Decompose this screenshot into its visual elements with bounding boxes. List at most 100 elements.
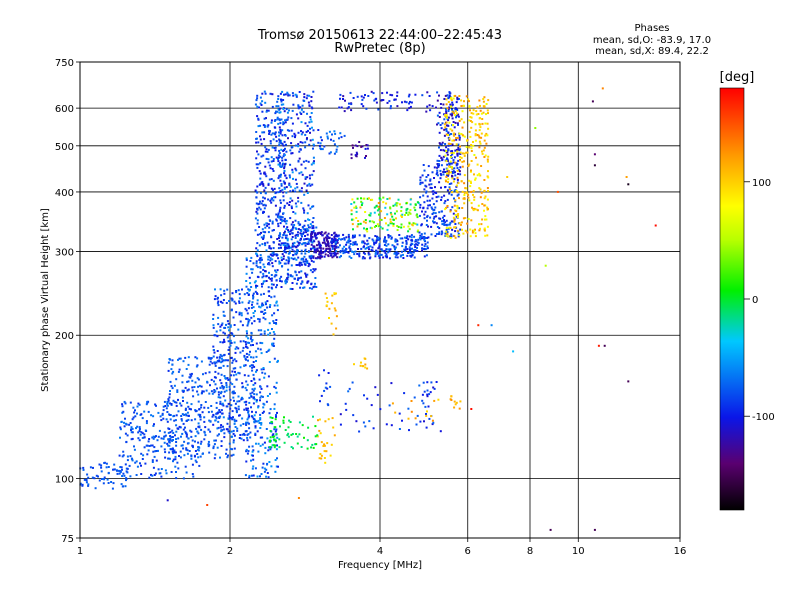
data-point bbox=[319, 418, 321, 421]
data-point bbox=[285, 143, 287, 146]
data-point bbox=[299, 223, 302, 226]
data-point bbox=[260, 142, 263, 145]
data-point bbox=[280, 118, 283, 121]
data-point bbox=[200, 360, 203, 363]
data-point bbox=[407, 230, 410, 233]
data-point bbox=[197, 422, 200, 425]
data-point bbox=[259, 162, 262, 165]
data-point bbox=[418, 231, 421, 234]
data-point bbox=[154, 403, 157, 406]
data-point bbox=[395, 210, 398, 213]
data-point bbox=[157, 435, 160, 438]
data-point bbox=[286, 247, 289, 250]
data-point bbox=[340, 238, 342, 241]
data-point bbox=[367, 246, 370, 249]
data-point bbox=[339, 250, 342, 252]
data-point bbox=[446, 189, 449, 192]
data-point bbox=[267, 375, 270, 378]
data-point bbox=[421, 249, 423, 252]
data-point bbox=[458, 170, 461, 173]
data-point bbox=[262, 230, 265, 233]
data-point bbox=[153, 446, 156, 449]
data-point bbox=[450, 152, 453, 154]
data-point bbox=[222, 314, 225, 317]
data-point bbox=[250, 335, 253, 338]
data-point bbox=[181, 432, 184, 435]
data-point bbox=[360, 200, 363, 203]
data-point bbox=[270, 198, 273, 201]
data-point bbox=[457, 143, 460, 146]
data-point bbox=[439, 124, 442, 126]
data-point bbox=[263, 309, 266, 311]
data-point bbox=[163, 400, 166, 403]
data-point bbox=[238, 437, 241, 439]
data-point bbox=[184, 465, 187, 468]
data-point bbox=[286, 239, 289, 242]
data-point bbox=[218, 409, 221, 412]
data-point bbox=[416, 244, 419, 246]
data-point bbox=[476, 209, 479, 212]
data-point bbox=[486, 198, 489, 201]
data-point bbox=[384, 206, 387, 209]
data-point bbox=[223, 340, 226, 343]
data-point bbox=[178, 425, 181, 428]
data-point bbox=[426, 393, 429, 396]
data-point bbox=[261, 371, 264, 374]
data-point bbox=[173, 414, 176, 417]
data-point bbox=[271, 105, 274, 108]
data-point bbox=[306, 281, 309, 284]
data-point bbox=[175, 404, 178, 407]
data-point bbox=[459, 148, 462, 151]
data-point bbox=[304, 177, 307, 180]
data-point bbox=[256, 430, 259, 433]
data-point bbox=[452, 180, 455, 183]
data-point bbox=[294, 202, 297, 205]
data-point bbox=[432, 193, 435, 196]
data-point bbox=[309, 177, 311, 180]
data-point bbox=[452, 124, 455, 126]
data-point bbox=[284, 244, 287, 247]
data-point bbox=[413, 256, 416, 259]
data-point bbox=[92, 466, 94, 469]
data-point bbox=[270, 133, 273, 136]
data-point bbox=[457, 113, 460, 116]
data-point bbox=[173, 401, 176, 404]
data-point bbox=[366, 230, 369, 233]
data-point bbox=[207, 411, 210, 414]
data-point bbox=[454, 149, 457, 152]
data-point bbox=[257, 318, 260, 320]
data-point bbox=[345, 248, 348, 251]
data-point bbox=[255, 137, 258, 140]
data-point bbox=[455, 215, 458, 218]
data-point bbox=[449, 227, 452, 229]
data-point bbox=[275, 156, 278, 159]
data-point bbox=[591, 100, 594, 103]
data-point bbox=[394, 98, 397, 101]
data-point bbox=[228, 346, 231, 349]
data-point bbox=[320, 441, 323, 444]
data-point bbox=[251, 445, 254, 448]
data-point bbox=[269, 436, 272, 439]
data-point bbox=[158, 429, 161, 432]
data-point bbox=[250, 454, 253, 457]
data-point bbox=[241, 386, 244, 389]
data-point bbox=[347, 251, 350, 254]
data-point bbox=[271, 277, 273, 280]
data-point bbox=[300, 232, 303, 235]
data-point bbox=[296, 435, 299, 438]
data-point bbox=[194, 381, 197, 384]
data-point bbox=[284, 163, 286, 166]
data-point bbox=[291, 122, 294, 125]
colorbar-unit: [deg] bbox=[720, 70, 755, 85]
data-point bbox=[396, 225, 399, 227]
data-point bbox=[465, 187, 468, 190]
data-point bbox=[194, 455, 196, 458]
data-point bbox=[458, 222, 461, 224]
data-point bbox=[299, 232, 302, 235]
data-point bbox=[478, 122, 481, 125]
data-point bbox=[402, 253, 404, 256]
data-point bbox=[356, 95, 359, 98]
data-point bbox=[485, 142, 488, 145]
data-point bbox=[447, 110, 450, 112]
